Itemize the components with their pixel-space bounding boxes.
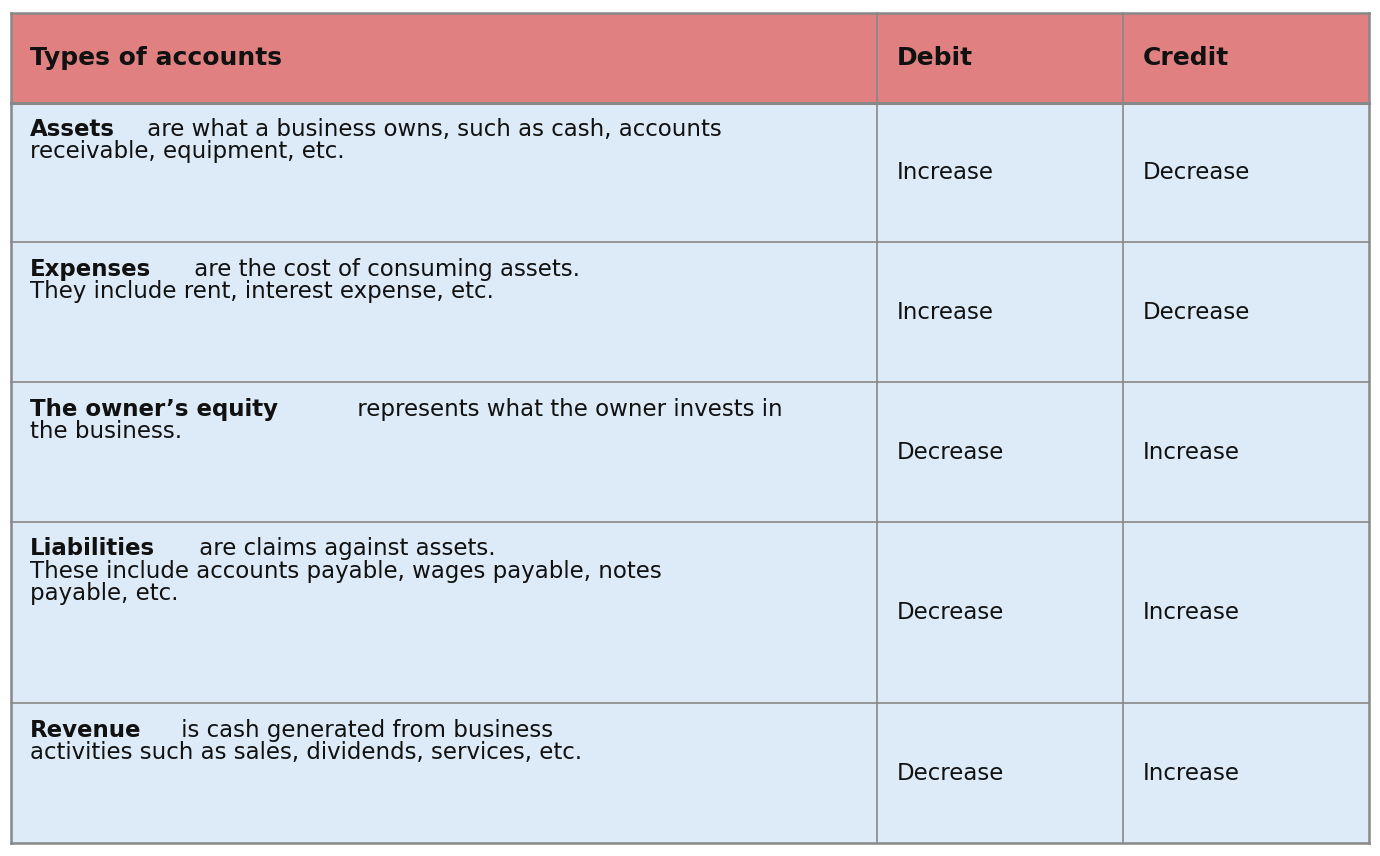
Text: Assets: Assets (30, 118, 116, 141)
Text: They include rent, interest expense, etc.: They include rent, interest expense, etc… (30, 280, 494, 303)
Text: Increase: Increase (897, 161, 994, 184)
Bar (11, 242, 1369, 382)
Text: are the cost of consuming assets.: are the cost of consuming assets. (186, 258, 580, 281)
Bar (11, 103, 1369, 242)
Text: Credit: Credit (1143, 45, 1228, 69)
Text: Expenses: Expenses (30, 258, 152, 281)
Text: Types of accounts: Types of accounts (30, 45, 283, 69)
Text: is cash generated from business: is cash generated from business (174, 719, 553, 742)
Text: Increase: Increase (897, 300, 994, 324)
Text: Decrease: Decrease (897, 762, 1005, 785)
Text: the business.: the business. (30, 419, 182, 443)
Text: Decrease: Decrease (1143, 300, 1250, 324)
Text: Debit: Debit (897, 45, 973, 69)
Text: Increase: Increase (1143, 762, 1239, 785)
Bar (11, 704, 1369, 843)
Text: Increase: Increase (1143, 601, 1239, 624)
Text: Liabilities: Liabilities (30, 538, 156, 561)
Text: represents what the owner invests in: represents what the owner invests in (351, 397, 782, 420)
Text: These include accounts payable, wages payable, notes: These include accounts payable, wages pa… (30, 560, 662, 583)
Bar (11, 522, 1369, 704)
Bar (11, 382, 1369, 522)
Text: are claims against assets.: are claims against assets. (192, 538, 495, 561)
Text: payable, etc.: payable, etc. (30, 582, 179, 605)
Text: Increase: Increase (1143, 441, 1239, 464)
Text: Decrease: Decrease (897, 441, 1005, 464)
Bar (11, 13, 1369, 103)
Text: receivable, equipment, etc.: receivable, equipment, etc. (30, 140, 345, 163)
Text: The owner’s equity: The owner’s equity (30, 397, 279, 420)
Text: activities such as sales, dividends, services, etc.: activities such as sales, dividends, ser… (30, 741, 582, 764)
Text: Decrease: Decrease (897, 601, 1005, 624)
Text: Decrease: Decrease (1143, 161, 1250, 184)
Text: are what a business owns, such as cash, accounts: are what a business owns, such as cash, … (139, 118, 722, 141)
Text: Revenue: Revenue (30, 719, 142, 742)
